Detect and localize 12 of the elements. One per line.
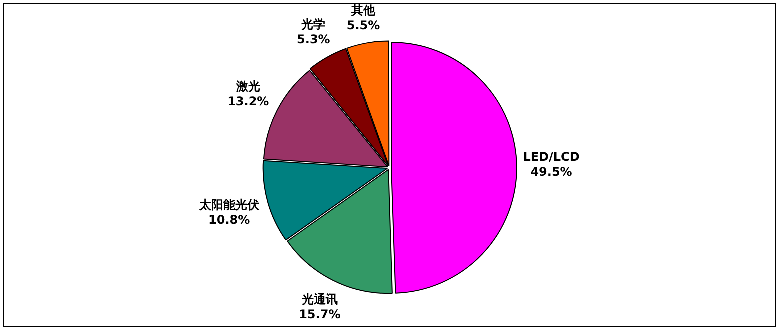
slice-label: LED/LCD	[523, 150, 580, 164]
data-label: 13.2%	[228, 94, 270, 109]
slice-label: 激光	[235, 80, 260, 94]
data-label: 49.5%	[530, 165, 572, 180]
slice-label: 光通讯	[300, 292, 338, 306]
data-label: 15.7%	[299, 307, 341, 322]
slice-label: 太阳能光伏	[198, 198, 260, 212]
slice-label: 其他	[350, 4, 377, 18]
data-label: 10.8%	[208, 213, 250, 228]
data-label: 5.3%	[297, 32, 330, 47]
slice-label: 光学	[300, 18, 326, 32]
data-label: 5.5%	[346, 18, 380, 33]
